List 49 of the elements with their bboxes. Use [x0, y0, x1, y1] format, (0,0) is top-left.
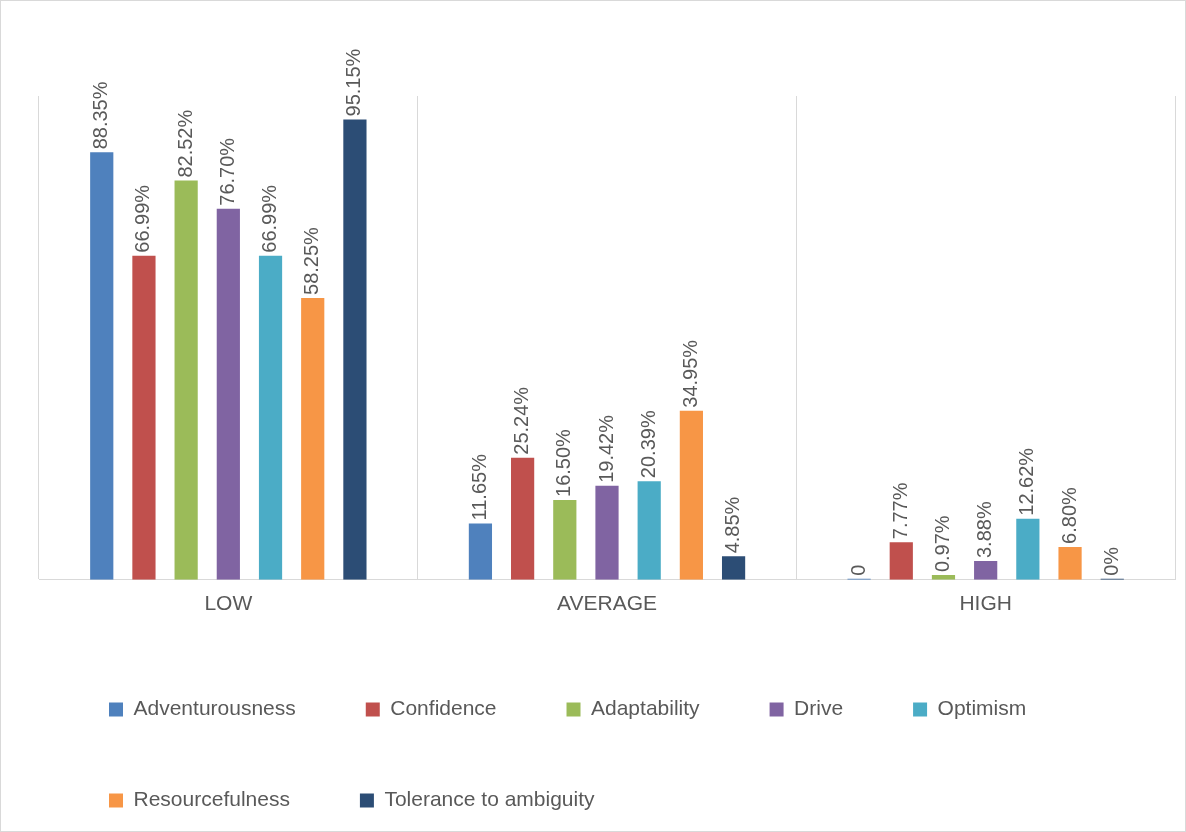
- bar: [637, 481, 661, 580]
- data-label: 7.77%: [888, 482, 911, 540]
- bar: [301, 297, 325, 580]
- data-label: 88.35%: [89, 81, 112, 150]
- bar: [1016, 518, 1040, 580]
- bar: [343, 119, 367, 580]
- data-label: 16.50%: [552, 428, 575, 497]
- data-label: 95.15%: [342, 48, 365, 117]
- bar: [511, 457, 535, 580]
- bar: [174, 180, 198, 580]
- bar: [90, 152, 114, 580]
- x-tick-label: AVERAGE: [557, 591, 657, 615]
- bar: [258, 255, 283, 580]
- data-label: 3.88%: [973, 501, 996, 559]
- legend-label: Confidence: [390, 696, 497, 720]
- bar: [974, 561, 998, 580]
- bar: [468, 523, 493, 580]
- x-tick-label: HIGH: [959, 591, 1012, 615]
- data-label: 11.65%: [467, 453, 490, 521]
- data-label: 58.25%: [300, 226, 323, 295]
- legend-label: Adaptability: [591, 696, 701, 720]
- bar: [721, 556, 746, 580]
- legend-label: Tolerance to ambiguity: [384, 787, 596, 811]
- data-label: 6.80%: [1057, 486, 1080, 544]
- bar: [1058, 546, 1082, 580]
- data-label: 76.70%: [215, 137, 238, 206]
- data-label: 0.97%: [930, 515, 953, 573]
- data-label: 66.99%: [258, 184, 281, 253]
- x-tick-label: LOW: [204, 591, 253, 615]
- data-label: 34.95%: [678, 339, 701, 408]
- data-label: 25.24%: [510, 386, 533, 455]
- bar: [553, 499, 577, 580]
- bar: [595, 485, 619, 580]
- legend-label: Resourcefulness: [133, 787, 290, 811]
- bar: [216, 208, 240, 580]
- data-label: 66.99%: [131, 184, 154, 253]
- legend-label: Drive: [794, 696, 844, 720]
- data-label: 4.85%: [721, 496, 744, 554]
- legend-label: Optimism: [937, 696, 1027, 720]
- data-label: 12.62%: [1015, 447, 1038, 516]
- data-label: 0%: [1099, 546, 1122, 576]
- bar: [679, 410, 703, 580]
- data-label: 0: [846, 564, 869, 576]
- data-label: 20.39%: [636, 410, 659, 479]
- legend-label: Adventurousness: [133, 696, 296, 720]
- data-label: 82.52%: [173, 109, 196, 178]
- bar: [132, 255, 156, 580]
- data-label: 19.42%: [594, 414, 617, 483]
- bar: [889, 542, 913, 580]
